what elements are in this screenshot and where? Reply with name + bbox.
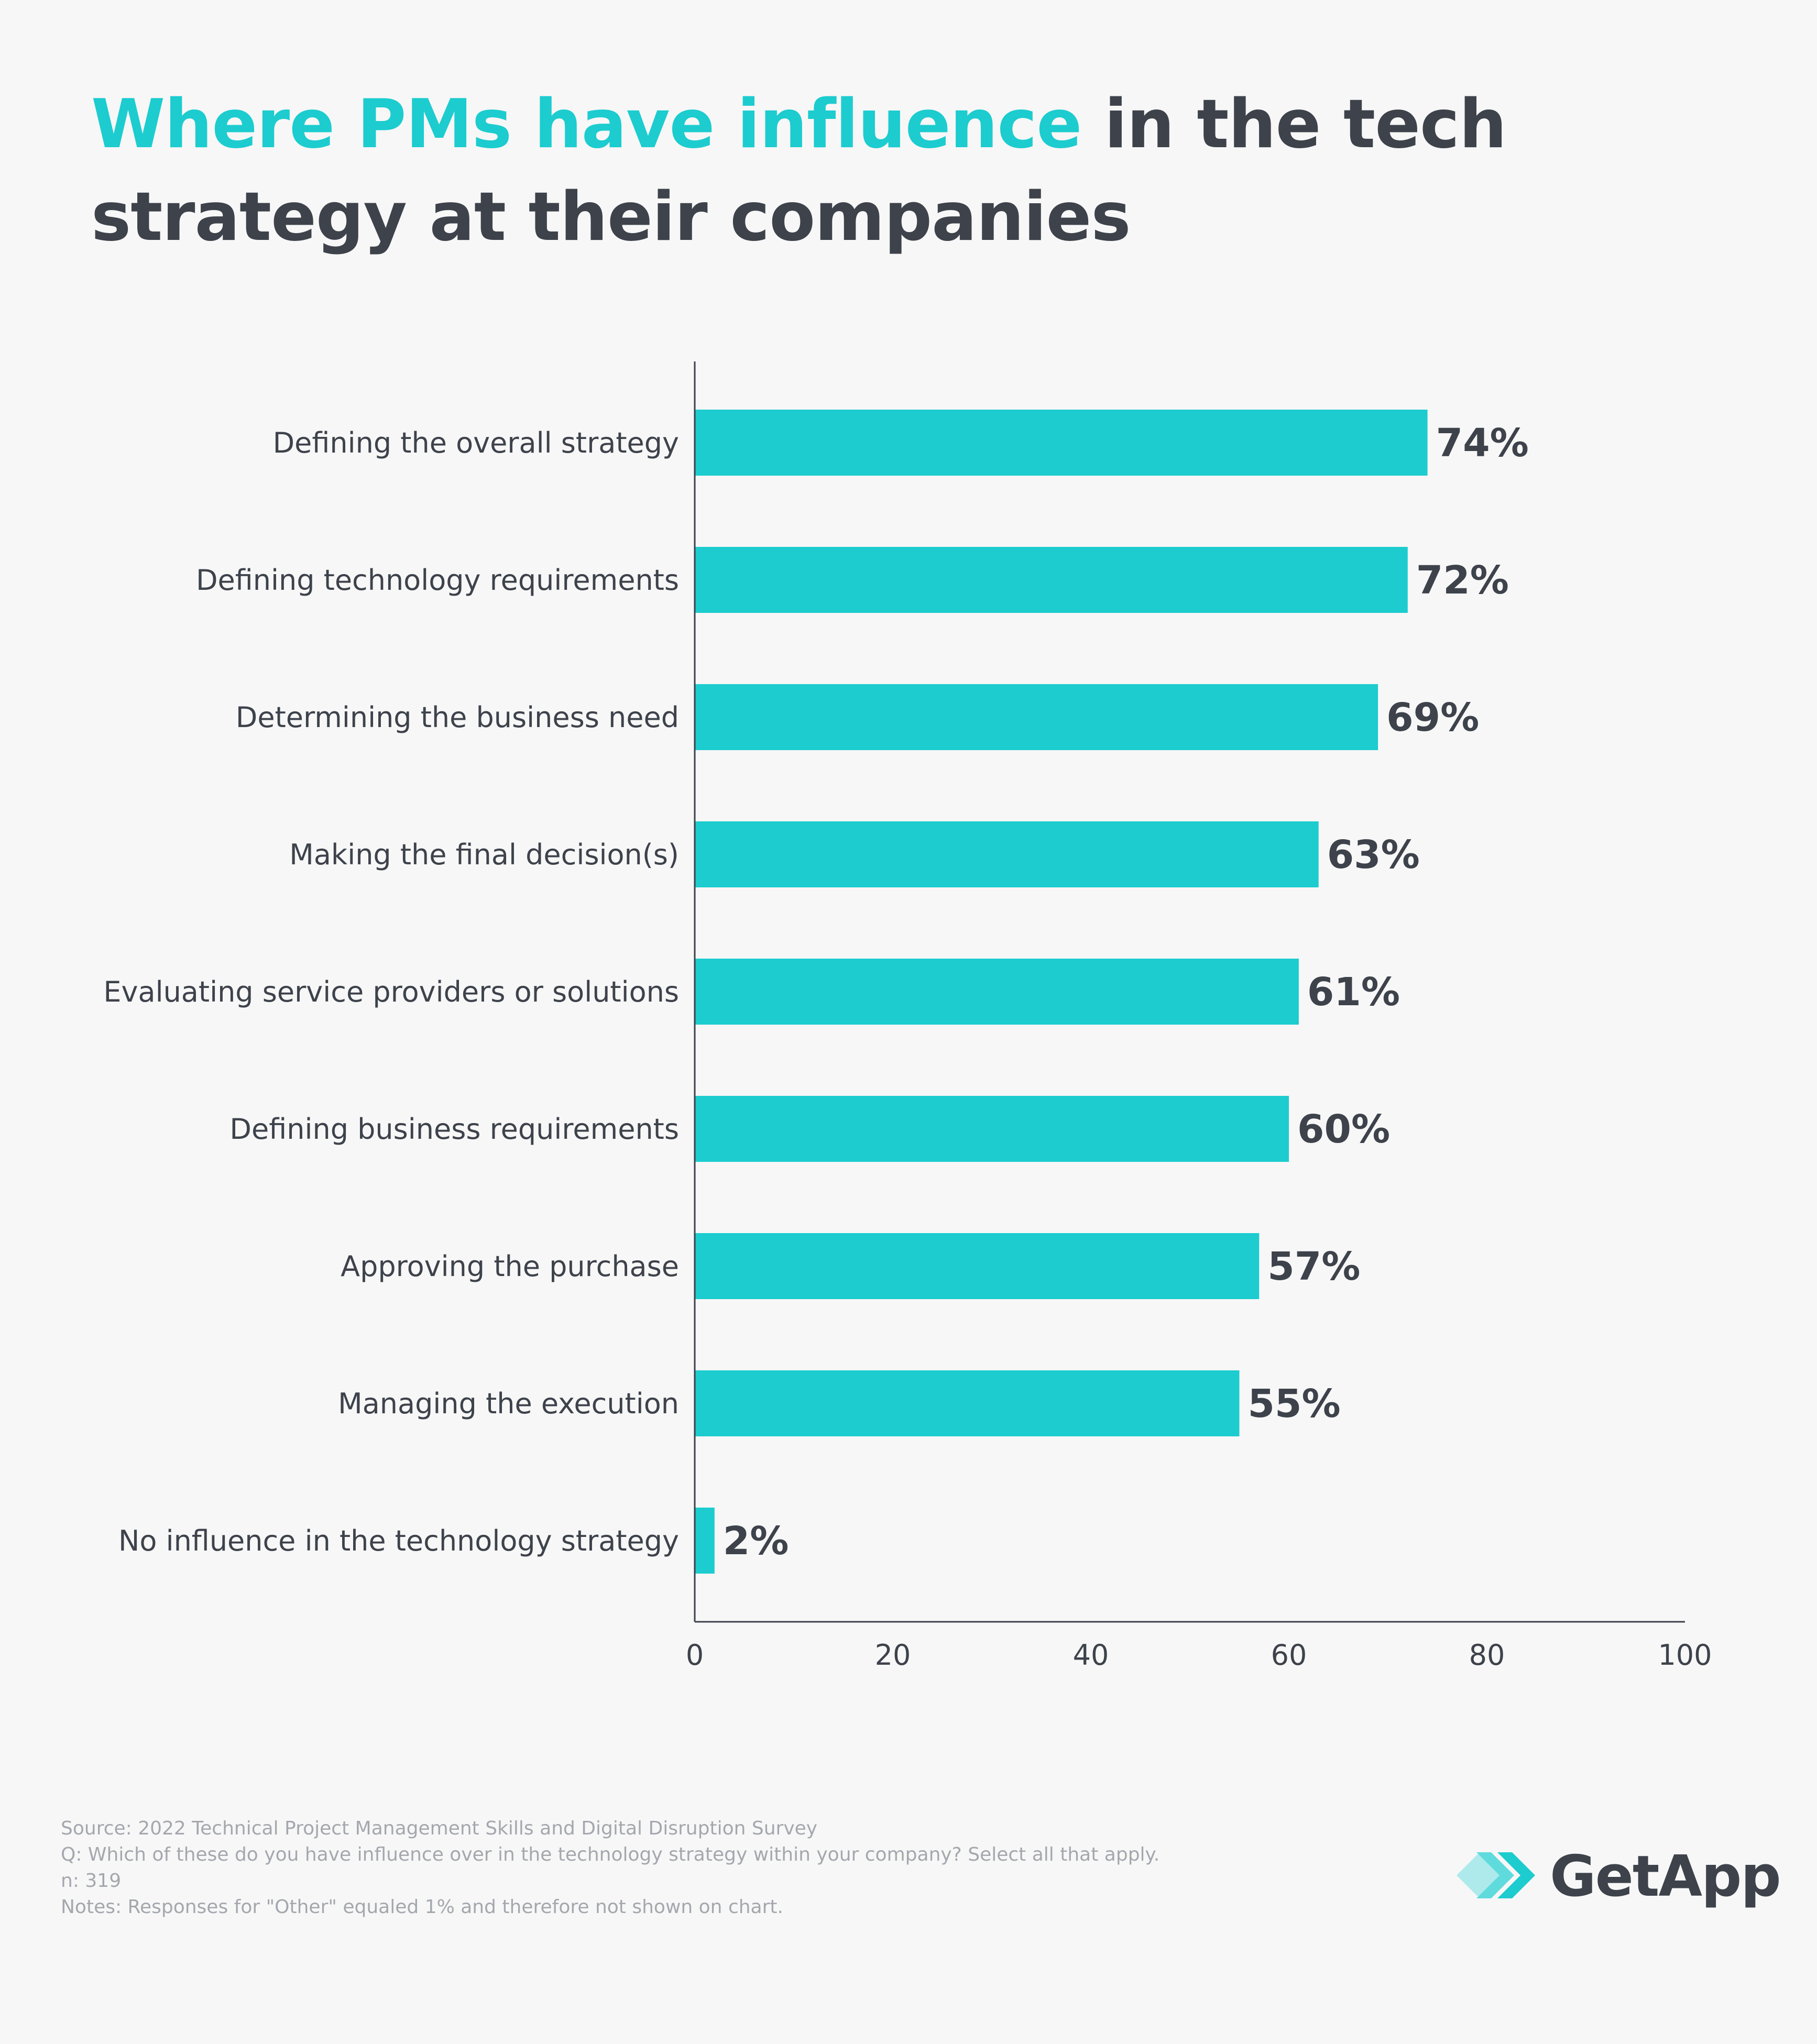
chart-notes: Source: 2022 Technical Project Managemen… <box>61 1816 1423 1920</box>
source-note: Source: 2022 Technical Project Managemen… <box>61 1818 818 1839</box>
other-note: Notes: Responses for "Other" equaled 1% … <box>61 1896 783 1918</box>
bar <box>695 684 1378 750</box>
bar <box>695 547 1408 613</box>
value-label: 74% <box>1436 421 1529 466</box>
value-label: 63% <box>1327 832 1420 877</box>
bar <box>695 821 1319 887</box>
category-label: Evaluating service providers or solution… <box>103 975 679 1008</box>
category-label: Defining business requirements <box>229 1113 679 1146</box>
value-label: 55% <box>1248 1381 1341 1426</box>
bars-group <box>695 410 1428 1574</box>
x-tick-label: 100 <box>1658 1639 1712 1672</box>
category-label: No influence in the technology strategy <box>118 1524 679 1557</box>
getapp-logo-text: GetApp <box>1550 1844 1781 1909</box>
value-labels-group: 74% 72% 69% 63% 61% 60% 57% 55% 2% <box>723 421 1529 1564</box>
x-tick-label: 0 <box>686 1639 704 1672</box>
chart-title: Where PMs have influence in the tech str… <box>91 79 1663 263</box>
category-label: Defining technology requirements <box>196 564 679 597</box>
bar-chart: Defining the overall strategy Defining te… <box>103 361 1712 1672</box>
x-tick-label: 60 <box>1271 1639 1307 1672</box>
category-label: Determining the business need <box>236 701 679 734</box>
bar <box>695 1508 715 1574</box>
bar <box>695 410 1428 476</box>
value-label: 57% <box>1267 1244 1360 1289</box>
x-tick-label: 40 <box>1073 1639 1109 1672</box>
bar <box>695 1096 1289 1162</box>
getapp-logo: GetApp <box>1457 1839 1781 1912</box>
value-label: 60% <box>1297 1107 1390 1152</box>
title-rest: in the tech strategy at their companies <box>91 85 1507 256</box>
category-label: Managing the execution <box>338 1387 679 1420</box>
x-tick-labels-group: 0 20 40 60 80 100 <box>686 1639 1712 1672</box>
bar <box>695 959 1299 1025</box>
getapp-chevrons-icon <box>1457 1852 1535 1898</box>
category-labels-group: Defining the overall strategy Defining te… <box>103 426 679 1557</box>
value-label: 72% <box>1416 558 1509 603</box>
value-label: 69% <box>1386 695 1479 740</box>
sample-size-note: n: 319 <box>61 1870 122 1892</box>
title-highlight: Where PMs have influence <box>91 85 1082 163</box>
x-tick-label: 20 <box>875 1639 911 1672</box>
category-label: Making the final decision(s) <box>289 838 679 871</box>
category-label: Defining the overall strategy <box>273 426 679 459</box>
category-label: Approving the purchase <box>341 1250 679 1283</box>
bar <box>695 1233 1260 1299</box>
value-label: 61% <box>1307 970 1400 1015</box>
x-tick-label: 80 <box>1469 1639 1505 1672</box>
value-label: 2% <box>723 1519 789 1564</box>
question-note: Q: Which of these do you have influence … <box>61 1844 1160 1865</box>
bar <box>695 1370 1240 1436</box>
